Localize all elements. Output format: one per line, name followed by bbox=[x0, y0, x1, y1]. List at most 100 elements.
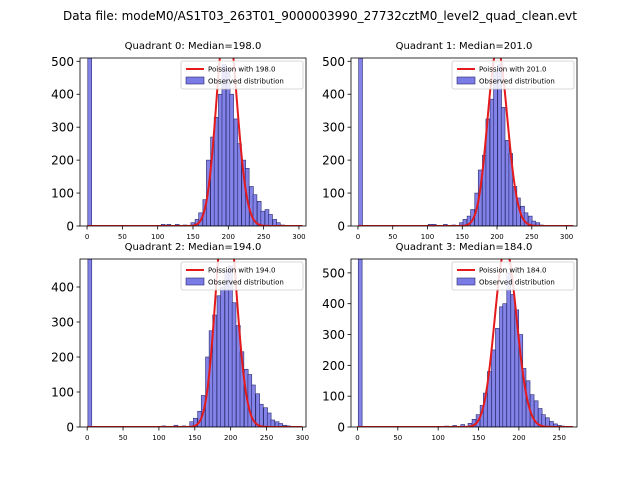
x-tick-label: 200 bbox=[222, 233, 235, 241]
x-tick-label: 150 bbox=[186, 233, 199, 241]
y-tick-label: 200 bbox=[322, 359, 345, 373]
axes-frame bbox=[79, 258, 307, 428]
histogram-bar bbox=[493, 70, 498, 226]
x-tick-label: 250 bbox=[553, 434, 566, 442]
x-tick-label: 150 bbox=[188, 434, 201, 442]
x-tick-label: 0 bbox=[85, 434, 89, 442]
histogram-bar bbox=[220, 286, 225, 427]
y-tick-label: 300 bbox=[322, 328, 345, 342]
x-tick-label: 100 bbox=[152, 434, 165, 442]
histogram-bar bbox=[276, 222, 281, 226]
quadrant-0-panel: 0 50 100 150 200 250 300 0 100 200 300 400 500 Quadra… bbox=[51, 41, 307, 241]
x-tick-label: 0 bbox=[355, 434, 359, 442]
histogram-bar bbox=[263, 407, 268, 427]
legend-poisson-label: Poission with 201.0 bbox=[479, 66, 547, 74]
axes-frame bbox=[350, 258, 578, 428]
x-tick-label: 250 bbox=[257, 233, 270, 241]
y-tick-label: 200 bbox=[51, 351, 74, 365]
histogram-bar bbox=[500, 107, 506, 226]
x-tick-label: 100 bbox=[431, 434, 444, 442]
legend-box bbox=[451, 60, 575, 90]
quadrant-3-title: Quadrant 3: Median=184.0 bbox=[396, 242, 533, 253]
legend-box bbox=[180, 261, 304, 291]
histogram-bar bbox=[87, 259, 93, 427]
y-tick-label: 200 bbox=[322, 154, 345, 168]
histogram-bar bbox=[506, 272, 511, 427]
legend: Poission with 198.0 Observed distribution bbox=[180, 60, 304, 90]
histogram-bar bbox=[229, 93, 234, 226]
legend-box bbox=[451, 261, 575, 291]
histogram-bar bbox=[510, 294, 515, 427]
histogram-bar bbox=[251, 384, 256, 427]
histogram-bar bbox=[252, 194, 258, 226]
histogram-bar bbox=[260, 210, 265, 226]
quadrant-2-title: Quadrant 2: Median=194.0 bbox=[125, 242, 262, 253]
legend-observed-swatch bbox=[456, 76, 476, 85]
quadrant-0-title: Quadrant 0: Median=198.0 bbox=[125, 41, 262, 52]
quadrant-3-panel: 0 50 100 150 200 250 0 100 200 300 400 500 Quadrant … bbox=[322, 242, 578, 442]
axes-frame bbox=[350, 57, 578, 227]
y-tick-label: 100 bbox=[322, 390, 345, 404]
y-tick-label: 300 bbox=[51, 121, 74, 135]
x-tick-label: 0 bbox=[356, 233, 360, 241]
y-tick-label: 100 bbox=[322, 187, 345, 201]
quadrant-1-panel: 0 50 100 150 200 250 300 0 100 200 300 400 500 Quadra… bbox=[322, 41, 578, 241]
y-tick-label: 500 bbox=[322, 266, 345, 280]
y-tick-label: 0 bbox=[66, 421, 74, 435]
x-tick-label: 0 bbox=[85, 233, 89, 241]
x-tick-label: 300 bbox=[560, 233, 573, 241]
legend-observed-label: Observed distribution bbox=[479, 279, 555, 287]
histogram-bar bbox=[231, 302, 237, 427]
legend: Poission with 201.0 Observed distribution bbox=[451, 60, 575, 90]
legend-observed-label: Observed distribution bbox=[208, 279, 284, 287]
histogram-bar bbox=[495, 328, 500, 427]
histogram-bar bbox=[491, 349, 496, 427]
histogram-bar bbox=[358, 58, 363, 226]
x-tick-label: 100 bbox=[151, 233, 164, 241]
y-tick-label: 400 bbox=[51, 281, 74, 295]
x-tick-label: 200 bbox=[512, 434, 525, 442]
x-tick-label: 200 bbox=[490, 233, 503, 241]
x-tick-label: 300 bbox=[296, 434, 309, 442]
x-tick-label: 250 bbox=[525, 233, 538, 241]
x-tick-label: 250 bbox=[260, 434, 273, 442]
y-tick-label: 500 bbox=[51, 55, 74, 69]
histogram-bar bbox=[278, 423, 283, 427]
x-tick-label: 50 bbox=[388, 233, 397, 241]
y-tick-label: 0 bbox=[66, 220, 74, 234]
legend-observed-label: Observed distribution bbox=[479, 78, 555, 86]
x-tick-label: 150 bbox=[472, 434, 485, 442]
quadrant-1-title: Quadrant 1: Median=201.0 bbox=[396, 41, 533, 52]
histogram-bar bbox=[502, 303, 507, 427]
x-tick-label: 150 bbox=[456, 233, 469, 241]
y-tick-label: 300 bbox=[322, 121, 345, 135]
y-tick-label: 100 bbox=[51, 187, 74, 201]
x-tick-label: 50 bbox=[118, 233, 127, 241]
legend-observed-swatch bbox=[185, 277, 205, 286]
histogram-bar bbox=[255, 393, 260, 427]
y-tick-label: 400 bbox=[322, 297, 345, 311]
legend-box bbox=[180, 60, 304, 90]
histogram-bar bbox=[535, 222, 541, 226]
legend-observed-label: Observed distribution bbox=[208, 78, 284, 86]
y-tick-label: 0 bbox=[337, 220, 345, 234]
y-tick-label: 400 bbox=[51, 88, 74, 102]
legend: Poission with 184.0 Observed distribution bbox=[451, 261, 575, 291]
histogram-bar bbox=[462, 219, 468, 226]
y-tick-label: 300 bbox=[51, 316, 74, 330]
histogram-bar bbox=[193, 417, 198, 427]
legend-poisson-label: Poission with 184.0 bbox=[479, 267, 547, 275]
y-tick-label: 500 bbox=[322, 55, 345, 69]
histogram-bar bbox=[357, 259, 363, 427]
legend-observed-swatch bbox=[185, 76, 205, 85]
y-tick-label: 200 bbox=[51, 154, 74, 168]
y-tick-label: 100 bbox=[51, 386, 74, 400]
legend-poisson-label: Poission with 198.0 bbox=[208, 66, 276, 74]
histogram-bar bbox=[216, 295, 222, 427]
legend-poisson-label: Poission with 194.0 bbox=[208, 267, 276, 275]
histogram-bar bbox=[268, 214, 273, 226]
quadrant-2-panel: 0 50 100 150 200 250 300 0 100 200 300 400 Quadrant … bbox=[51, 242, 309, 442]
histogram-bar bbox=[259, 403, 264, 427]
figure-suptitle: Data file: modeM0/AS1T03_263T01_90000039… bbox=[63, 9, 577, 23]
